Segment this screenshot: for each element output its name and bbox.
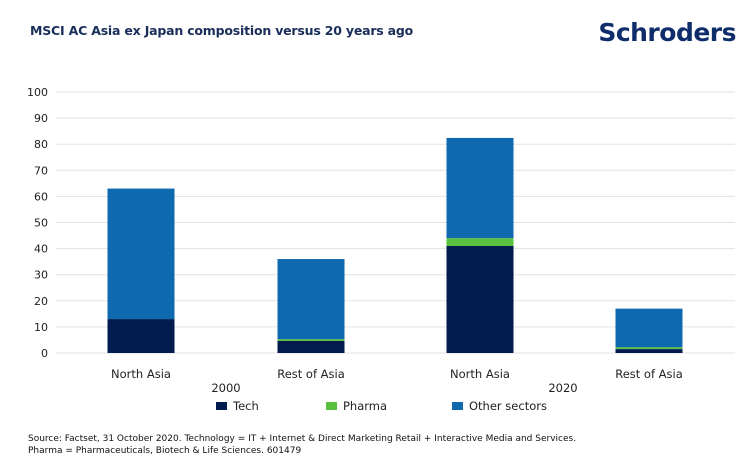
y-tick-label: 40	[34, 243, 48, 256]
bar-tech	[446, 245, 514, 353]
bar-pharma	[446, 238, 514, 246]
legend-item-other-sectors: Other sectors	[452, 399, 547, 413]
chart-title: MSCI AC Asia ex Japan composition versus…	[30, 23, 414, 38]
y-axis-ticks: 0 10 20 30 40 50 60 70 80 90 100	[27, 86, 48, 360]
bar-other-sectors	[107, 188, 175, 320]
y-tick-label: 10	[34, 321, 48, 334]
x-group-label: 2020	[548, 381, 577, 395]
y-tick-label: 30	[34, 269, 48, 282]
bar-tech	[107, 319, 175, 353]
bar-other-sectors	[446, 137, 514, 239]
y-tick-label: 20	[34, 295, 48, 308]
legend-swatch-pharma	[326, 402, 337, 410]
x-category-label: Rest of Asia	[277, 367, 345, 381]
legend-label-pharma: Pharma	[343, 399, 388, 413]
x-category-label: North Asia	[111, 367, 171, 381]
legend-item-pharma: Pharma	[326, 399, 387, 413]
bars	[107, 137, 683, 353]
x-category-label: North Asia	[450, 367, 510, 381]
footnote-source: Source: Factset, 31 October 2020. Techno…	[28, 434, 577, 444]
legend: Tech Pharma Other sectors	[0, 399, 750, 415]
y-tick-label: 100	[27, 86, 48, 99]
schroders-logo: Schroders	[598, 18, 736, 47]
y-tick-label: 90	[34, 112, 48, 125]
x-axis-categories: North Asia Rest of Asia North Asia Rest of …	[111, 367, 683, 381]
bar-pharma	[615, 347, 683, 350]
y-tick-label: 70	[34, 164, 48, 177]
x-group-label: 2000	[211, 381, 240, 395]
legend-swatch-tech	[216, 402, 227, 410]
footnote: Source: Factset, 31 October 2020. Techno…	[28, 433, 728, 457]
y-tick-label: 80	[34, 138, 48, 151]
bar-tech	[615, 349, 683, 353]
legend-label-tech: Tech	[233, 399, 259, 413]
footnote-definition: Pharma = Pharmaceuticals, Biotech & Life…	[28, 446, 302, 456]
x-category-label: Rest of Asia	[615, 367, 683, 381]
y-tick-label: 50	[34, 217, 48, 230]
legend-label-other-sectors: Other sectors	[469, 399, 547, 413]
bar-other-sectors	[277, 259, 345, 340]
legend-item-tech: Tech	[216, 399, 259, 413]
bar-tech	[277, 340, 345, 353]
y-tick-label: 0	[41, 347, 48, 360]
bar-pharma	[277, 339, 345, 341]
x-axis-groups: 2000 2020	[211, 381, 577, 395]
legend-swatch-other-sectors	[452, 402, 463, 410]
stacked-bar-chart: 0 10 20 30 40 50 60 70 80 90 100 North Asia Rest of…	[27, 86, 735, 395]
y-tick-label: 60	[34, 190, 48, 203]
bar-other-sectors	[615, 308, 683, 348]
